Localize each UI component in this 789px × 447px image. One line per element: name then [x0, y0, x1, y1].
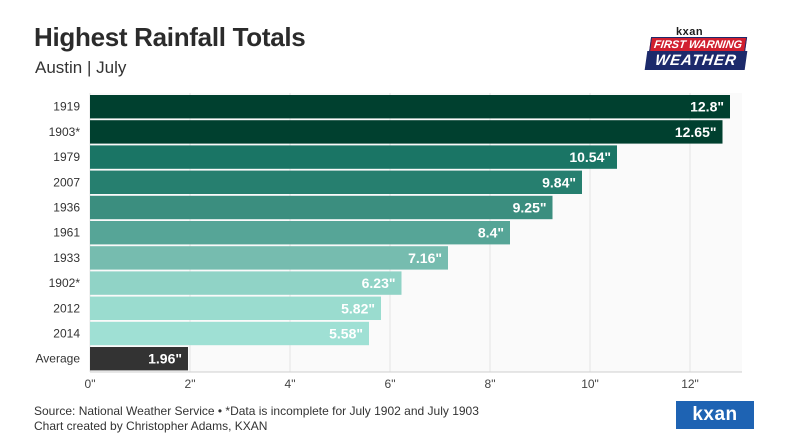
- bar: [90, 296, 381, 320]
- bar: [90, 246, 448, 270]
- bar: [90, 120, 723, 144]
- category-label: 1903*: [49, 125, 81, 139]
- first-warning-weather-logo: kxan FIRST WARNING WEATHER: [640, 26, 750, 72]
- credit-text: Chart created by Christopher Adams, KXAN: [34, 419, 268, 433]
- chart-subtitle: Austin | July: [35, 58, 127, 77]
- bar: [90, 221, 510, 245]
- bar: [90, 195, 553, 220]
- category-label: 1961: [53, 226, 80, 240]
- data-label: 10.54": [569, 149, 611, 165]
- category-label: 2012: [53, 301, 80, 315]
- x-tick-label: 4": [285, 377, 296, 391]
- category-label: 2007: [53, 175, 80, 189]
- category-label: 1919: [53, 100, 80, 114]
- data-label: 5.82": [341, 300, 375, 316]
- chart-title: Highest Rainfall Totals: [34, 22, 306, 52]
- category-label: 1979: [53, 150, 80, 164]
- category-label: Average: [36, 352, 81, 366]
- source-text: Source: National Weather Service • *Data…: [34, 404, 479, 418]
- bar: [90, 271, 402, 295]
- bar: [90, 170, 582, 194]
- category-label: 2014: [53, 327, 80, 341]
- brand-kxan-text: kxan: [676, 26, 704, 38]
- data-label: 6.23": [362, 275, 396, 291]
- bar: [90, 347, 188, 371]
- x-tick-label: 12": [681, 377, 699, 391]
- x-tick-label: 2": [185, 377, 196, 391]
- bar: [90, 145, 617, 169]
- data-label: 12.65": [675, 124, 717, 140]
- kxan-footer-logo: kxan: [676, 401, 754, 429]
- x-tick-label: 8": [485, 377, 496, 391]
- data-label: 9.84": [542, 174, 576, 190]
- bar: [90, 321, 369, 346]
- category-label: 1933: [53, 251, 80, 265]
- data-label: 1.96": [148, 351, 182, 367]
- data-label: 7.16": [408, 250, 442, 266]
- data-label: 12.8": [690, 99, 724, 115]
- category-label: 1902*: [49, 276, 81, 290]
- data-label: 9.25": [513, 200, 547, 216]
- data-label: 8.4": [478, 225, 504, 241]
- x-tick-label: 10": [581, 377, 599, 391]
- source-note: Source: National Weather Service • *Data…: [34, 404, 479, 434]
- x-tick-label: 0": [85, 377, 96, 391]
- bar: [90, 95, 730, 119]
- category-label: 1936: [53, 201, 80, 215]
- data-label: 5.58": [329, 326, 363, 342]
- x-tick-label: 6": [385, 377, 396, 391]
